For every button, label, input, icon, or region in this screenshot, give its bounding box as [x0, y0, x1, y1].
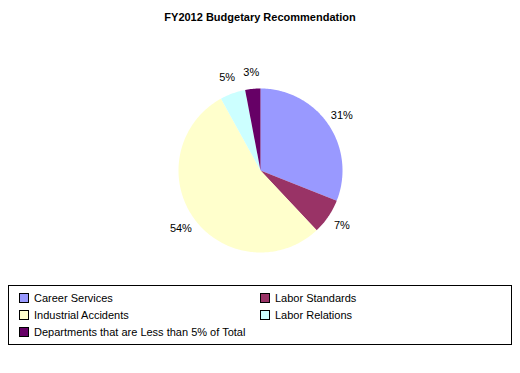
svg-text:7%: 7%	[334, 219, 350, 231]
html-text:Career Services: Career Services	[34, 292, 113, 304]
html-text:Departments that are Less than: Departments that are Less than 5% of Tot…	[34, 326, 246, 338]
html-text:Industrial Accidents: Industrial Accidents	[34, 309, 129, 321]
html-text:Labor Relations: Labor Relations	[275, 309, 353, 321]
svg-text:54%: 54%	[170, 222, 192, 234]
html-text:Labor Standards: Labor Standards	[275, 292, 357, 304]
svg-text:3%: 3%	[243, 66, 259, 78]
svg-text:5%: 5%	[219, 71, 235, 83]
html-text:FY2012 Budgetary Recommendatio: FY2012 Budgetary Recommendation	[164, 11, 356, 23]
svg-text:31%: 31%	[331, 109, 353, 121]
